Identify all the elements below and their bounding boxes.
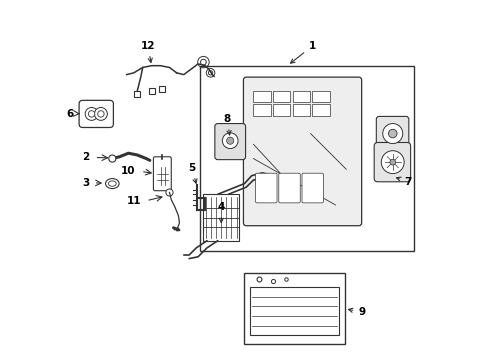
Bar — [253, 104, 270, 116]
FancyBboxPatch shape — [243, 77, 361, 226]
FancyBboxPatch shape — [79, 100, 113, 127]
Circle shape — [381, 151, 404, 174]
Bar — [244, 273, 344, 344]
Bar — [272, 91, 290, 102]
FancyBboxPatch shape — [278, 173, 300, 203]
Circle shape — [389, 159, 395, 165]
Text: 11: 11 — [126, 197, 141, 206]
Ellipse shape — [105, 179, 119, 189]
Text: 1: 1 — [290, 41, 315, 63]
Circle shape — [88, 111, 95, 117]
FancyBboxPatch shape — [255, 173, 276, 203]
Text: 3: 3 — [81, 178, 89, 188]
FancyBboxPatch shape — [376, 116, 408, 153]
Text: 5: 5 — [187, 163, 197, 183]
Text: 8: 8 — [224, 114, 231, 135]
Bar — [200, 66, 413, 251]
Text: 2: 2 — [81, 153, 89, 162]
Bar — [312, 91, 329, 102]
Circle shape — [85, 108, 98, 120]
Text: 7: 7 — [396, 177, 411, 187]
Bar — [249, 287, 339, 336]
Bar — [203, 194, 239, 241]
Circle shape — [165, 189, 173, 196]
Bar — [292, 104, 309, 116]
FancyBboxPatch shape — [302, 173, 323, 203]
Ellipse shape — [108, 181, 116, 186]
Bar — [253, 91, 270, 102]
Circle shape — [387, 129, 396, 138]
Text: 9: 9 — [348, 307, 365, 317]
FancyBboxPatch shape — [153, 157, 171, 191]
FancyBboxPatch shape — [214, 123, 245, 159]
Circle shape — [226, 137, 233, 144]
Bar — [272, 104, 290, 116]
Bar — [292, 91, 309, 102]
Circle shape — [222, 133, 238, 149]
Bar — [312, 104, 329, 116]
Text: 4: 4 — [217, 202, 224, 222]
Circle shape — [94, 108, 107, 120]
Text: 6: 6 — [66, 109, 74, 118]
FancyBboxPatch shape — [373, 143, 410, 182]
Circle shape — [382, 123, 402, 144]
Circle shape — [98, 111, 104, 117]
Text: 12: 12 — [141, 41, 155, 62]
Text: 10: 10 — [121, 166, 135, 176]
Circle shape — [108, 155, 116, 162]
FancyArrow shape — [172, 227, 180, 231]
